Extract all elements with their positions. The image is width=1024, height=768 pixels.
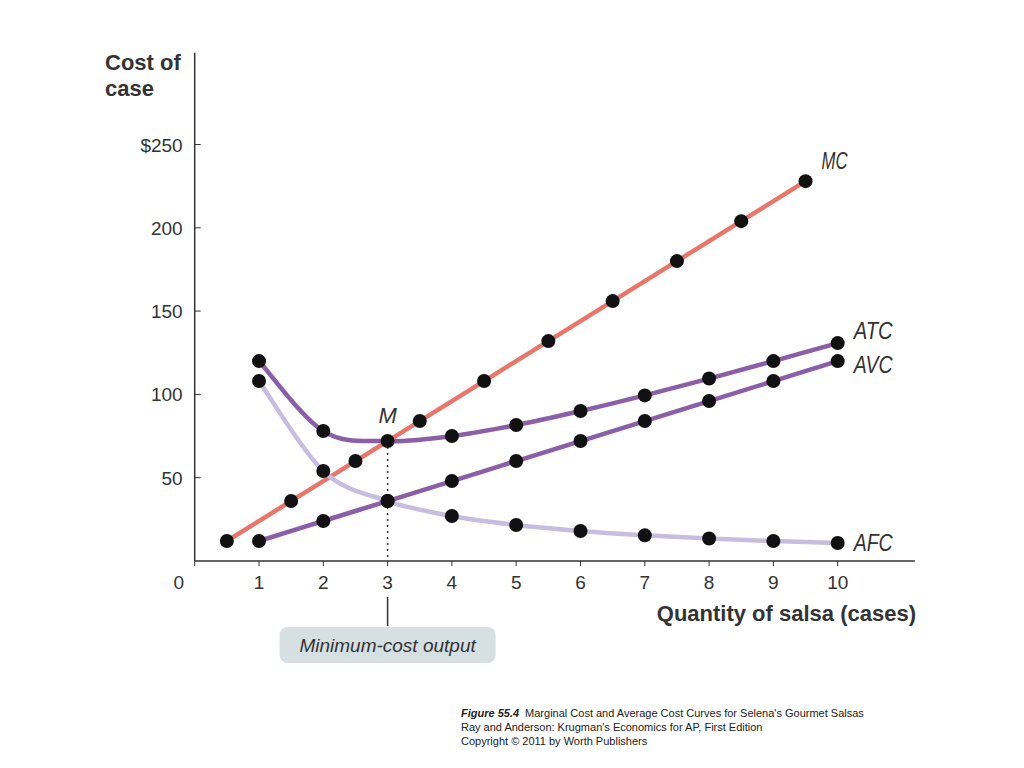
- chart: 50 100 150 200 $250 0 1 2 3 4 5 6 7 8 9 10 Cost ofcase Qu…: [0, 0, 1024, 768]
- data-point: [381, 434, 395, 448]
- data-point: [702, 532, 716, 546]
- caption-line: Copyright © 2011 by Worth Publishers: [461, 735, 648, 747]
- y-tick-label: 150: [151, 301, 183, 322]
- annotation-box: [280, 627, 496, 663]
- series-line: [259, 343, 838, 441]
- x-tick-label: 8: [704, 572, 715, 593]
- x-axis-title: Quantity of salsa (cases): [657, 601, 916, 626]
- data-point: [316, 464, 330, 478]
- annotation-label: M: [378, 403, 397, 428]
- x-tick-label: 3: [382, 572, 393, 593]
- data-point: [381, 494, 395, 508]
- series-line: [259, 361, 838, 541]
- data-point: [574, 434, 588, 448]
- data-point: [541, 334, 555, 348]
- data-point: [766, 374, 780, 388]
- data-point: [348, 454, 362, 468]
- series-label: ATC: [852, 317, 893, 344]
- x-tick-label: 9: [768, 572, 779, 593]
- y-tick-label: 100: [151, 384, 183, 405]
- data-point: [702, 372, 716, 386]
- data-point: [252, 354, 266, 368]
- data-point: [220, 534, 234, 548]
- annotation-pointer: [387, 597, 389, 626]
- y-tick: [195, 227, 201, 228]
- data-point: [316, 514, 330, 528]
- caption: Figure 55.4 Marginal Cost and Average Cos…: [461, 707, 864, 719]
- y-axis: [194, 53, 196, 561]
- x-tick: [451, 561, 452, 566]
- data-point: [509, 518, 523, 532]
- y-axis-title: Cost ofcase: [105, 50, 181, 101]
- data-point: [413, 414, 427, 428]
- data-point: [831, 354, 845, 368]
- data-point: [381, 494, 395, 508]
- y-tick: [195, 144, 201, 145]
- y-tick-label: 200: [151, 218, 183, 239]
- data-point: [734, 214, 748, 228]
- data-point: [445, 429, 459, 443]
- x-axis: [195, 560, 915, 562]
- x-tick: [387, 561, 388, 566]
- data-point: [799, 174, 813, 188]
- y-tick: [195, 477, 201, 478]
- series-line: [259, 381, 838, 543]
- x-tick-label: 5: [511, 572, 522, 593]
- x-tick: [194, 561, 195, 566]
- x-tick-label: 6: [575, 572, 586, 593]
- data-point: [445, 509, 459, 523]
- caption-line: Marginal Cost and Average Cost Curves fo…: [525, 707, 864, 719]
- data-point: [509, 454, 523, 468]
- series-label: AVC: [852, 351, 893, 378]
- y-tick: [195, 311, 201, 312]
- x-tick: [323, 561, 324, 566]
- data-point: [766, 534, 780, 548]
- x-tick: [773, 561, 774, 566]
- data-point: [574, 524, 588, 538]
- x-tick-label: 4: [447, 572, 458, 593]
- data-point: [638, 528, 652, 542]
- x-tick-label: 2: [318, 572, 329, 593]
- x-tick-label: 10: [827, 572, 848, 593]
- data-point: [252, 374, 266, 388]
- x-tick: [516, 561, 517, 566]
- annotation-label: Minimum-cost output: [299, 635, 476, 656]
- x-tick-label: 1: [254, 572, 265, 593]
- x-tick: [837, 561, 838, 566]
- x-tick: [709, 561, 710, 566]
- data-point: [638, 414, 652, 428]
- x-tick-label: 7: [640, 572, 651, 593]
- data-point: [252, 534, 266, 548]
- data-point: [766, 354, 780, 368]
- data-point: [831, 336, 845, 350]
- x-tick: [580, 561, 581, 566]
- x-tick-label: 0: [173, 572, 184, 593]
- data-point: [316, 424, 330, 438]
- plot-area: [220, 174, 845, 550]
- data-point: [702, 394, 716, 408]
- series-label: AFC: [852, 529, 893, 556]
- y-tick-label: 50: [162, 468, 183, 489]
- data-point: [509, 418, 523, 432]
- data-point: [445, 474, 459, 488]
- y-tick: [195, 394, 201, 395]
- data-point: [574, 404, 588, 418]
- data-point: [477, 374, 491, 388]
- series-line: [227, 181, 806, 541]
- x-tick: [259, 561, 260, 566]
- data-point: [831, 536, 845, 550]
- series-label: MC: [822, 147, 848, 174]
- y-tick-label: $250: [140, 135, 182, 156]
- data-point: [670, 254, 684, 268]
- caption-figure: Figure 55.4: [461, 707, 519, 719]
- data-point: [284, 494, 298, 508]
- x-tick: [644, 561, 645, 566]
- data-point: [606, 294, 620, 308]
- data-point: [638, 388, 652, 402]
- caption-line: Ray and Anderson: Krugman's Economics fo…: [461, 721, 763, 733]
